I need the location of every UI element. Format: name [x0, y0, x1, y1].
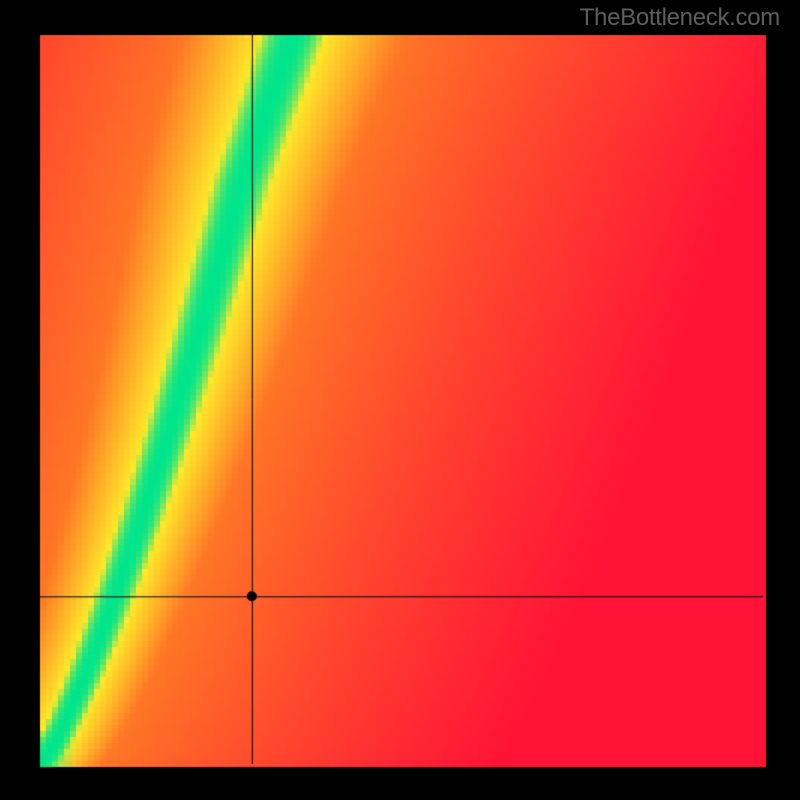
- watermark-text: TheBottleneck.com: [580, 4, 780, 32]
- chart-container: TheBottleneck.com: [0, 0, 800, 800]
- bottleneck-heatmap: [0, 0, 800, 800]
